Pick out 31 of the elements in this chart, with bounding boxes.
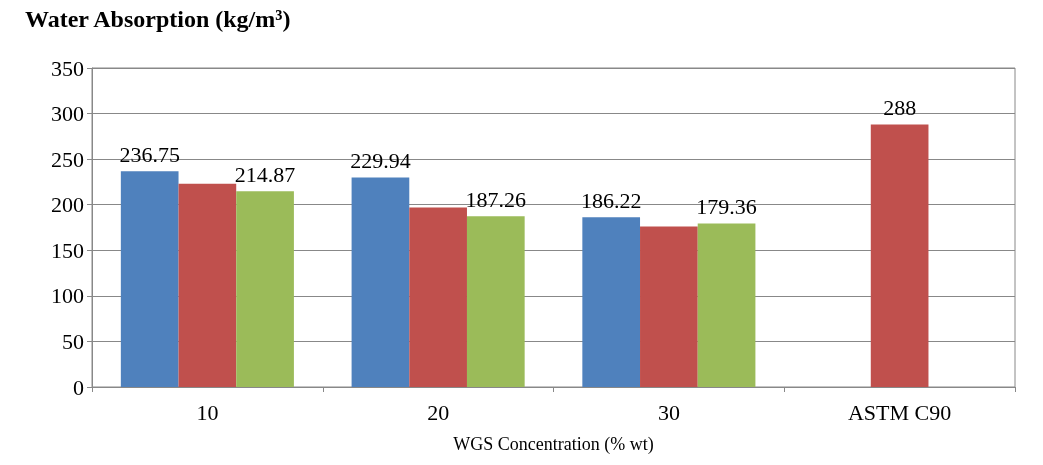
bar	[236, 191, 294, 387]
bar	[697, 223, 756, 387]
x-tick-label: 10	[196, 399, 219, 425]
bar	[870, 124, 929, 387]
y-tick-label: 0	[73, 374, 84, 400]
bar	[640, 226, 698, 387]
data-label: 179.36	[696, 194, 757, 220]
data-label: 288	[883, 95, 917, 121]
data-label: 214.87	[234, 161, 296, 187]
data-label: 187.26	[465, 186, 527, 212]
bar	[351, 177, 410, 387]
y-tick-label: 300	[51, 101, 84, 127]
y-tick-label: 50	[62, 328, 84, 354]
y-tick-label: 100	[51, 283, 84, 309]
data-label: 229.94	[350, 147, 411, 173]
data-label: 236.75	[119, 141, 180, 167]
bar	[178, 183, 237, 387]
bar	[409, 207, 467, 387]
x-tick-label: 20	[427, 399, 450, 425]
data-label: 186.22	[580, 187, 642, 213]
y-tick-label: 200	[51, 192, 84, 218]
y-tick-label: 350	[51, 55, 84, 81]
y-tick-label: 150	[51, 237, 84, 263]
x-tick-label: ASTM C90	[847, 399, 952, 425]
bar	[466, 216, 525, 387]
y-tick-label: 250	[51, 146, 84, 172]
x-tick-label: 30	[657, 399, 680, 425]
x-axis-title: WGS Concentration (% wt)	[453, 434, 654, 455]
bar	[582, 217, 641, 387]
chart-title: Water Absorption (kg/m³)	[25, 6, 291, 32]
bar	[120, 171, 179, 387]
